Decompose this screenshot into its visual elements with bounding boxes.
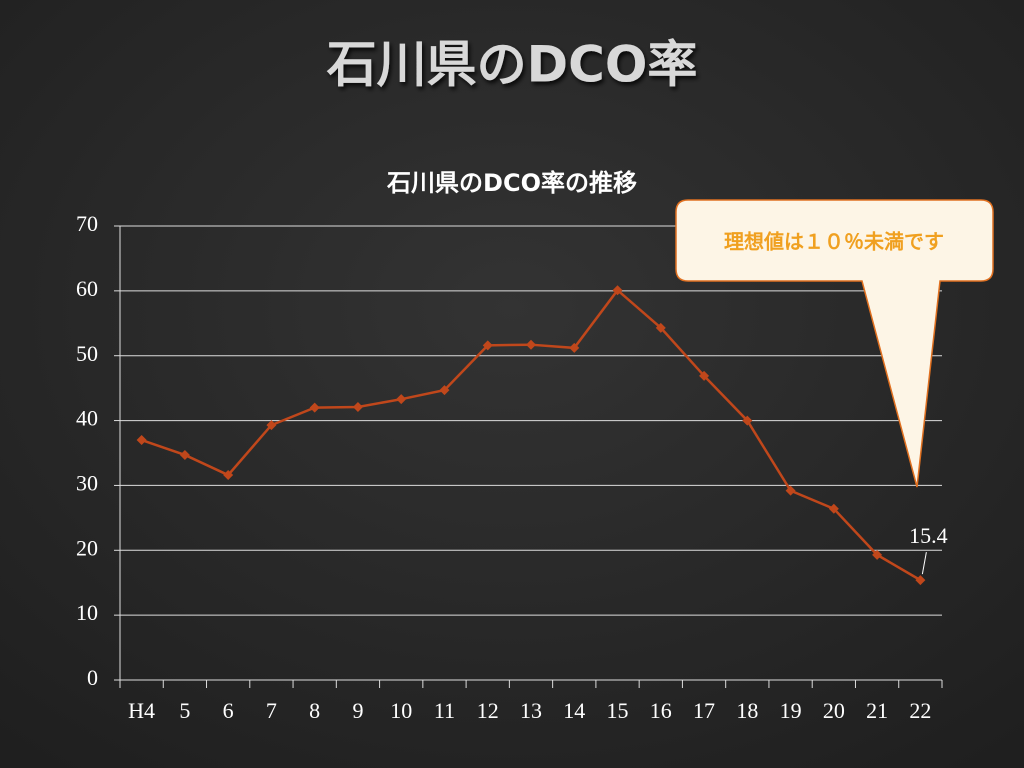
marker [309, 402, 320, 413]
marker [569, 342, 580, 353]
x-tick-label: 15 [607, 698, 629, 723]
marker [136, 435, 147, 446]
x-tick-label: 16 [650, 698, 672, 723]
x-tick-label: 20 [823, 698, 845, 723]
y-tick-label: 60 [76, 276, 98, 301]
x-tick-label: 11 [434, 698, 455, 723]
chart-title: 石川県のDCO率の推移 [386, 169, 637, 197]
slide-title: 石川県のDCO率 [327, 36, 698, 94]
y-tick-label: 20 [76, 535, 98, 560]
marker [439, 385, 450, 396]
marker [915, 575, 926, 586]
callout: 理想値は１０％未満です [675, 199, 994, 488]
x-tick-label: 8 [309, 698, 320, 723]
marker [266, 420, 277, 431]
marker [396, 394, 407, 405]
plot: 0 10 20 30 40 50 60 70 H4 5 6 7 8 9 10 11 12 13 14 15 16 17 18… [76, 211, 943, 723]
x-tick-label: 13 [520, 698, 542, 723]
x-tick-label: 17 [693, 698, 715, 723]
x-tick-label: 21 [866, 698, 888, 723]
marker [223, 470, 234, 481]
marker [482, 340, 493, 351]
marker [179, 449, 190, 460]
marker [352, 401, 363, 412]
y-tick-label: 70 [76, 211, 98, 236]
y-tick-label: 30 [76, 470, 98, 495]
callout-shape [675, 199, 994, 488]
x-tick-label: 12 [477, 698, 499, 723]
x-tick-label: H4 [128, 698, 155, 723]
y-tick-label: 10 [76, 600, 98, 625]
marker [742, 415, 753, 426]
marker [655, 322, 666, 333]
x-tick-label: 19 [780, 698, 802, 723]
y-tick-label: 50 [76, 341, 98, 366]
marker [872, 549, 883, 560]
marker [526, 339, 536, 350]
leader-line [921, 552, 927, 575]
x-tick-label: 9 [352, 698, 363, 723]
callout-text: 理想値は１０％未満です [724, 230, 944, 254]
x-tick-label: 14 [563, 698, 585, 723]
x-tick-label: 6 [223, 698, 234, 723]
marker [828, 503, 839, 514]
marker [699, 370, 710, 381]
x-tick-label: 18 [736, 698, 758, 723]
y-tick-label: 40 [76, 406, 98, 431]
x-tick-label: 22 [909, 698, 931, 723]
y-tick-label: 0 [87, 665, 98, 690]
x-tick-label: 7 [266, 698, 277, 723]
data-label: 15.4 [909, 523, 948, 548]
x-tick-label: 5 [179, 698, 190, 723]
x-tick-label: 10 [390, 698, 412, 723]
marker [612, 285, 623, 296]
marker [785, 485, 796, 496]
